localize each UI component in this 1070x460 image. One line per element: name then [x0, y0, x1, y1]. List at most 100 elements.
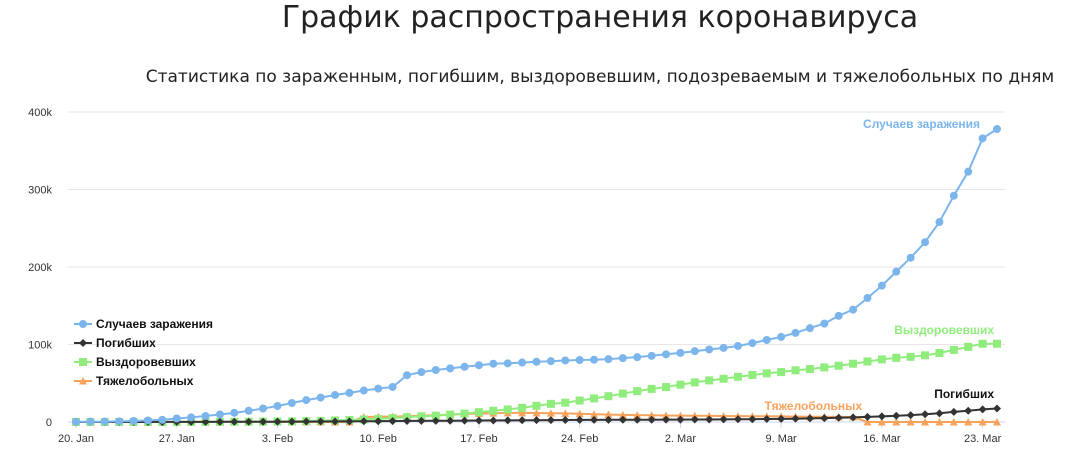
data-point[interactable]: [244, 406, 253, 415]
data-point[interactable]: [849, 413, 858, 422]
data-point[interactable]: [575, 396, 584, 405]
data-point[interactable]: [417, 416, 426, 425]
data-point[interactable]: [834, 311, 843, 320]
data-point[interactable]: [532, 409, 541, 417]
data-point[interactable]: [316, 393, 325, 402]
data-point[interactable]: [935, 218, 944, 227]
data-point[interactable]: [877, 281, 886, 290]
data-point[interactable]: [633, 411, 642, 419]
data-point[interactable]: [518, 358, 527, 367]
data-point[interactable]: [172, 414, 181, 423]
legend-marker-icon[interactable]: [79, 319, 87, 328]
data-point[interactable]: [849, 305, 858, 314]
data-point[interactable]: [748, 339, 757, 348]
data-point[interactable]: [446, 416, 455, 425]
data-point[interactable]: [489, 359, 498, 368]
data-point[interactable]: [705, 415, 714, 424]
data-point[interactable]: [561, 356, 570, 365]
data-point[interactable]: [287, 399, 296, 408]
data-point[interactable]: [561, 415, 570, 424]
data-point[interactable]: [690, 415, 699, 424]
data-point[interactable]: [474, 408, 483, 417]
data-point[interactable]: [733, 415, 742, 424]
data-point[interactable]: [86, 417, 95, 426]
data-point[interactable]: [993, 418, 1001, 426]
data-point[interactable]: [331, 390, 340, 399]
data-point[interactable]: [273, 417, 282, 426]
data-point[interactable]: [575, 415, 584, 424]
data-point[interactable]: [647, 411, 656, 419]
data-point[interactable]: [259, 404, 268, 413]
data-point[interactable]: [791, 328, 800, 337]
data-point[interactable]: [863, 418, 872, 426]
data-point[interactable]: [302, 417, 311, 426]
data-point[interactable]: [777, 332, 786, 341]
data-point[interactable]: [460, 362, 469, 371]
data-point[interactable]: [388, 417, 397, 426]
data-point[interactable]: [978, 339, 987, 348]
data-point[interactable]: [676, 411, 685, 420]
data-point[interactable]: [921, 418, 930, 426]
data-point[interactable]: [892, 267, 901, 276]
data-point[interactable]: [662, 383, 671, 392]
data-point[interactable]: [921, 410, 930, 419]
data-point[interactable]: [820, 414, 829, 423]
data-point[interactable]: [417, 412, 426, 421]
legend-item[interactable]: Выздоровевших: [74, 352, 213, 371]
data-point[interactable]: [805, 414, 814, 423]
data-point[interactable]: [158, 415, 167, 424]
data-point[interactable]: [906, 253, 915, 262]
data-point[interactable]: [921, 238, 930, 247]
data-point[interactable]: [791, 366, 800, 375]
data-point[interactable]: [690, 378, 699, 387]
data-point[interactable]: [877, 355, 886, 364]
data-point[interactable]: [618, 389, 627, 398]
data-point[interactable]: [129, 416, 138, 425]
data-point[interactable]: [503, 405, 512, 414]
data-point[interactable]: [590, 415, 599, 424]
data-point[interactable]: [978, 405, 987, 414]
data-point[interactable]: [72, 417, 80, 426]
legend-marker-icon[interactable]: [79, 357, 87, 366]
data-point[interactable]: [964, 167, 973, 176]
data-point[interactable]: [964, 406, 973, 415]
data-point[interactable]: [935, 418, 944, 426]
data-point[interactable]: [820, 363, 829, 372]
data-point[interactable]: [834, 413, 843, 422]
data-point[interactable]: [719, 374, 728, 383]
data-point[interactable]: [993, 339, 1001, 348]
data-point[interactable]: [676, 348, 685, 357]
data-point[interactable]: [590, 410, 599, 418]
data-point[interactable]: [676, 380, 685, 389]
data-point[interactable]: [820, 319, 829, 328]
data-point[interactable]: [187, 413, 196, 422]
data-point[interactable]: [431, 365, 440, 374]
data-point[interactable]: [921, 351, 930, 360]
data-point[interactable]: [662, 411, 671, 419]
data-point[interactable]: [143, 416, 152, 425]
data-point[interactable]: [532, 416, 541, 425]
data-point[interactable]: [460, 409, 469, 418]
data-point[interactable]: [892, 353, 901, 362]
data-point[interactable]: [662, 415, 671, 424]
data-point[interactable]: [949, 418, 958, 426]
data-point[interactable]: [532, 401, 541, 410]
data-point[interactable]: [230, 417, 239, 426]
data-point[interactable]: [892, 418, 901, 426]
data-point[interactable]: [431, 411, 440, 420]
data-point[interactable]: [647, 415, 656, 424]
legend-item[interactable]: Тяжелобольных: [74, 371, 213, 390]
data-point[interactable]: [647, 384, 656, 393]
data-point[interactable]: [633, 387, 642, 396]
data-point[interactable]: [374, 417, 383, 426]
data-point[interactable]: [949, 407, 958, 416]
data-point[interactable]: [532, 357, 541, 366]
data-point[interactable]: [964, 342, 973, 351]
data-point[interactable]: [805, 365, 814, 374]
data-point[interactable]: [877, 412, 886, 421]
data-point[interactable]: [892, 411, 901, 420]
data-point[interactable]: [561, 409, 570, 417]
data-point[interactable]: [762, 369, 771, 378]
data-point[interactable]: [474, 416, 483, 425]
data-point[interactable]: [733, 341, 742, 350]
